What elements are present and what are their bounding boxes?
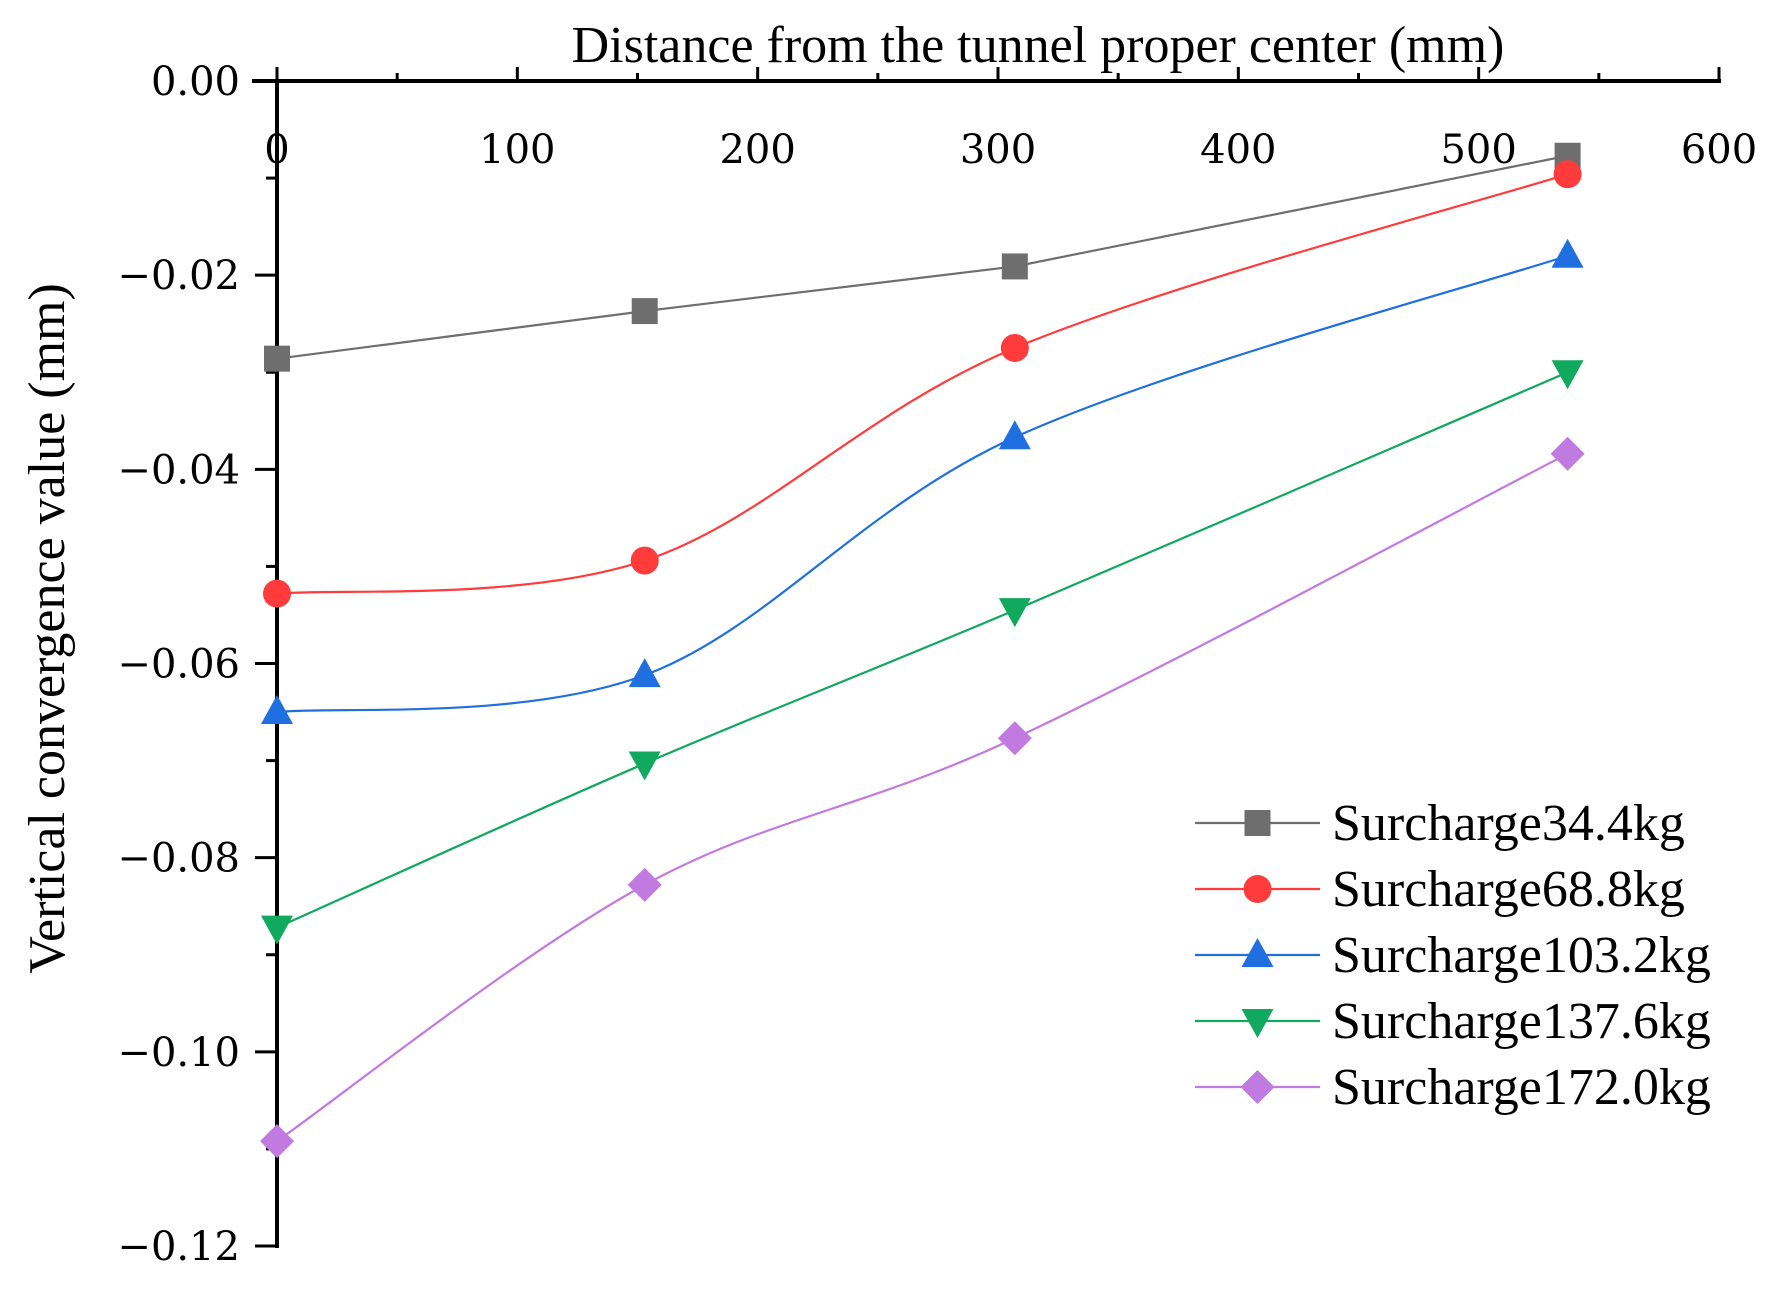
- x-tick-label: 200: [719, 127, 795, 173]
- data-point: [1553, 160, 1582, 189]
- legend: Surcharge34.4kg Surcharge68.8kg Surcharge1…: [1195, 795, 1711, 1116]
- data-point: [997, 721, 1032, 756]
- y-ticks: 0.00 −0.02 −0.04 −0.06 −0.08 −0.10 −0.12: [117, 59, 277, 1270]
- data-point: [1550, 436, 1585, 471]
- y-tick-label: 0.00: [151, 59, 240, 105]
- data-point: [998, 598, 1031, 628]
- legend-label: Surcharge137.6kg: [1332, 993, 1711, 1050]
- series-4: [261, 360, 1584, 945]
- data-point: [1551, 238, 1584, 268]
- data-point: [1001, 253, 1028, 280]
- series-2: [263, 160, 1582, 608]
- legend-entry: Surcharge68.8kg: [1195, 861, 1685, 918]
- data-point: [627, 867, 662, 902]
- legend-entry: Surcharge103.2kg: [1195, 927, 1711, 984]
- legend-marker: [1241, 1009, 1274, 1038]
- legend-label: Surcharge172.0kg: [1332, 1059, 1711, 1116]
- legend-label: Surcharge103.2kg: [1332, 927, 1711, 984]
- x-tick-label: 100: [479, 127, 555, 173]
- data-point: [263, 579, 291, 608]
- series-1: [264, 142, 1581, 372]
- x-tick-label: 300: [960, 127, 1036, 173]
- legend-entry: Surcharge34.4kg: [1195, 795, 1685, 852]
- legend-label: Surcharge34.4kg: [1332, 795, 1685, 852]
- data-point: [628, 751, 661, 781]
- data-point: [1000, 333, 1029, 362]
- plot-series: [260, 142, 1585, 1159]
- series-line: [276, 254, 1568, 714]
- legend-entry: Surcharge137.6kg: [1195, 993, 1711, 1050]
- x-tick-label: 400: [1200, 127, 1276, 173]
- data-point: [264, 345, 290, 372]
- legend-marker: [1240, 1070, 1275, 1104]
- data-point: [260, 1124, 294, 1159]
- y-tick-label: −0.08: [117, 836, 240, 882]
- data-point: [631, 298, 658, 325]
- y-tick-label: −0.12: [117, 1224, 240, 1270]
- data-point: [628, 658, 661, 688]
- series-line: [276, 154, 1568, 360]
- legend-marker: [1244, 810, 1271, 836]
- axes: 0 100 200 300 400 500 600 0.00 −0.02 −0.04 −0.06 −…: [117, 59, 1757, 1270]
- data-point: [261, 695, 293, 725]
- series-line: [276, 371, 1569, 929]
- legend-marker: [1243, 875, 1272, 903]
- y-tick-label: −0.06: [117, 642, 240, 688]
- legend-entry: Surcharge172.0kg: [1195, 1059, 1711, 1116]
- data-point: [998, 420, 1031, 450]
- x-tick-label: 500: [1440, 127, 1516, 173]
- x-axis-title: Distance from the tunnel proper center (…: [572, 17, 1505, 74]
- legend-marker: [1241, 938, 1274, 967]
- data-point: [261, 915, 293, 945]
- y-tick-label: −0.04: [117, 447, 240, 493]
- series-line: [276, 173, 1568, 595]
- x-ticks: 0 100 200 300 400 500 600: [264, 67, 1757, 173]
- y-tick-label: −0.02: [117, 253, 240, 299]
- y-tick-label: −0.10: [117, 1030, 240, 1076]
- data-point: [630, 546, 659, 575]
- series-5: [260, 436, 1585, 1159]
- series-3: [261, 238, 1584, 725]
- x-tick-label: 600: [1681, 127, 1757, 173]
- data-point: [1551, 360, 1584, 390]
- legend-label: Surcharge68.8kg: [1332, 861, 1685, 918]
- x-tick-label: 0: [264, 127, 289, 173]
- y-axis-title: Vertical convergence value (mm): [19, 283, 76, 974]
- series-line: [276, 452, 1569, 1143]
